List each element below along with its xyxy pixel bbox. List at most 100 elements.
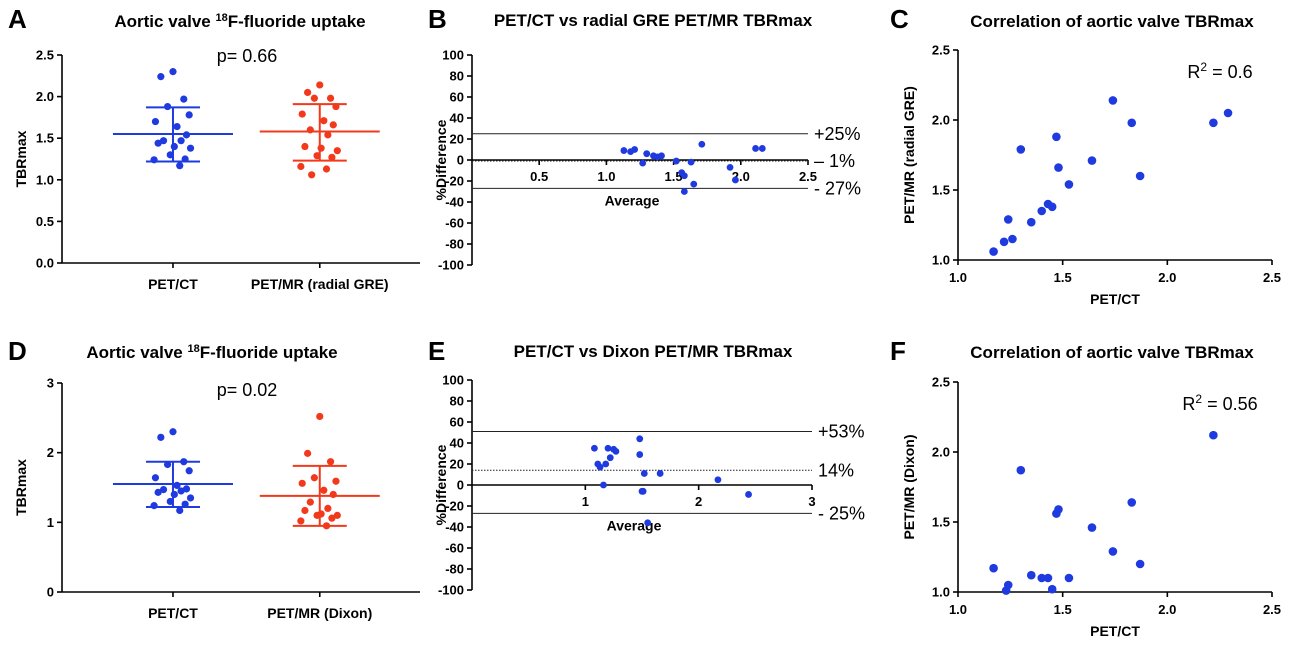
data-point — [320, 486, 328, 494]
data-point — [332, 102, 340, 111]
data-point — [333, 511, 341, 519]
x-tick-label: 2.0 — [1158, 270, 1176, 285]
data-point — [177, 137, 185, 145]
data-point — [591, 444, 598, 452]
data-point — [297, 517, 305, 525]
title-part: F-fluoride uptake — [228, 12, 366, 31]
panel-label: B — [428, 4, 447, 34]
data-point — [639, 159, 647, 167]
data-point — [326, 94, 335, 102]
data-point — [1037, 573, 1047, 583]
y-tick-label: -60 — [445, 541, 464, 556]
data-point — [1037, 206, 1047, 216]
y-tick-label: 1.5 — [932, 183, 950, 198]
y-tick-label: 0 — [47, 585, 54, 600]
r-squared: R2 = 0.56 — [1182, 392, 1257, 414]
data-point — [317, 144, 325, 152]
panel-b: B PET/CT vs radial GRE PET/MR TBRmax %Diff… — [428, 4, 861, 273]
panel-label: E — [428, 336, 445, 366]
y-tick-label: 2 — [47, 445, 54, 460]
data-point — [181, 500, 189, 508]
data-point — [640, 470, 648, 477]
x-tick-label: 1.0 — [949, 270, 967, 285]
data-point — [1127, 118, 1137, 128]
data-point — [180, 95, 188, 103]
data-point — [1003, 215, 1013, 224]
data-point — [324, 131, 332, 139]
y-tick-label: 2.5 — [932, 375, 950, 390]
data-point — [1127, 498, 1137, 507]
y-tick-label: 2.0 — [932, 113, 950, 128]
p-value: p= 0.66 — [217, 46, 278, 66]
group-0 — [112, 68, 233, 170]
data-point — [322, 522, 331, 530]
category-label: PET/CT — [148, 605, 198, 621]
data-point — [690, 180, 698, 188]
data-point — [170, 490, 178, 499]
x-tick-label: 1.5 — [1054, 602, 1072, 617]
data-point — [176, 162, 184, 170]
data-point — [1064, 573, 1074, 583]
y-tick-label: 20 — [450, 457, 464, 472]
data-point — [166, 151, 174, 159]
panel-c: C Correlation of aortic valve TBRmax PET/M… — [890, 4, 1281, 307]
x-tick-label: 0.5 — [530, 169, 548, 184]
panel-label: C — [890, 4, 909, 34]
data-point — [1209, 430, 1218, 440]
p-value: p= 0.02 — [217, 380, 278, 400]
group-0 — [112, 428, 233, 515]
category-label: PET/MR (Dixon) — [267, 605, 372, 621]
y-tick-label: -100 — [438, 258, 464, 273]
data-point — [322, 165, 331, 173]
y-axis-label: PET/MR (radial GRE) — [901, 86, 917, 224]
y-axis-label: TBRmax — [13, 130, 29, 187]
data-point — [298, 479, 306, 487]
data-point — [600, 481, 607, 489]
data-point — [687, 158, 695, 166]
data-point — [604, 444, 612, 452]
data-point — [1026, 217, 1036, 227]
data-point — [154, 488, 162, 496]
data-point — [636, 451, 644, 458]
panel-title: PET/CT vs radial GRE PET/MR TBRmax — [494, 11, 813, 30]
limit-label: 14% — [818, 460, 854, 480]
data-point — [602, 460, 610, 468]
data-point — [316, 412, 324, 421]
data-point — [151, 117, 160, 126]
data-point — [726, 163, 734, 171]
data-point — [1054, 163, 1063, 172]
data-point — [1043, 573, 1053, 583]
data-point — [186, 494, 195, 502]
y-tick-label: 100 — [442, 48, 464, 63]
x-axis-label: Average — [605, 192, 660, 208]
y-tick-label: 3 — [47, 376, 54, 391]
y-tick-label: 80 — [450, 394, 464, 409]
data-point — [1052, 132, 1061, 142]
data-point — [154, 139, 162, 147]
data-point — [644, 519, 652, 527]
y-tick-label: -20 — [445, 174, 464, 189]
data-point — [182, 131, 191, 139]
data-point — [308, 171, 316, 179]
data-point — [304, 449, 312, 457]
data-point — [680, 188, 688, 195]
data-point — [1087, 156, 1097, 165]
x-axis-label: Average — [607, 517, 662, 533]
data-point — [176, 506, 184, 515]
data-point — [150, 156, 158, 164]
y-tick-label: 1 — [47, 515, 54, 530]
data-point — [1047, 584, 1057, 594]
data-point — [758, 145, 766, 152]
data-point — [301, 506, 309, 515]
data-point — [151, 474, 160, 482]
group-1 — [259, 81, 380, 179]
data-point — [186, 144, 195, 152]
y-tick-label: 2.0 — [932, 445, 950, 460]
data-point — [1135, 171, 1145, 181]
panel-title: Aortic valve 18F-fluoride uptake — [86, 343, 337, 362]
y-tick-label: -40 — [445, 195, 464, 210]
data-point — [612, 448, 620, 455]
x-axis-label: PET/CT — [1090, 291, 1140, 307]
data-point — [329, 490, 337, 499]
panel-f: F Correlation of aortic valve TBRmax PET/M… — [890, 336, 1281, 639]
